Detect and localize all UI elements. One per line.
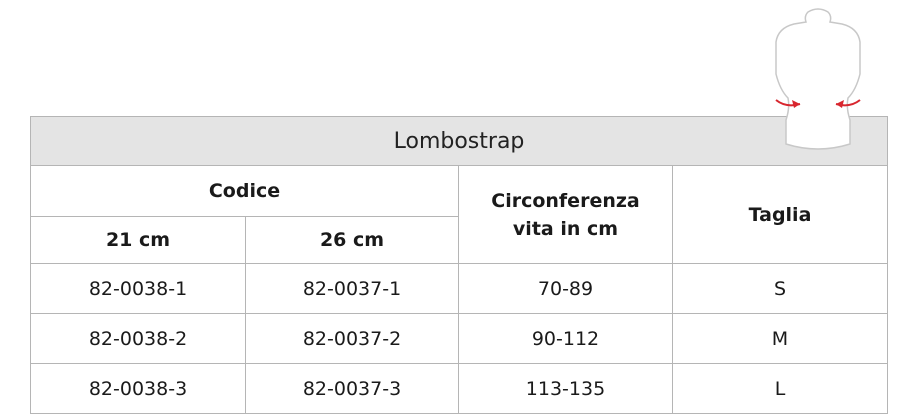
size-table: Lombostrap Codice Circonferenza vita in … (29, 116, 889, 414)
cell-circonferenza: 113-135 (458, 363, 673, 414)
cell-code-26: 82-0037-2 (245, 313, 459, 364)
cell-code-21: 82-0038-3 (30, 363, 246, 414)
cell-code-26: 82-0037-3 (245, 363, 459, 414)
header-code-26: 26 cm (245, 216, 459, 264)
table-row: 82-0038-2 82-0037-2 90-112 M (30, 313, 889, 364)
cell-circonferenza: 90-112 (458, 313, 673, 364)
waist-arrow-right-head (836, 100, 844, 108)
table-row: 82-0038-1 82-0037-1 70-89 S (30, 263, 889, 314)
table-title-row: Lombostrap (29, 116, 889, 166)
cell-taglia: L (671, 363, 889, 414)
header-codice: Codice (30, 165, 459, 217)
header-taglia: Taglia (671, 165, 889, 264)
cell-taglia: M (671, 313, 889, 364)
cell-code-21: 82-0038-2 (30, 313, 246, 364)
torso-waist-measurement-icon (775, 8, 861, 150)
cell-code-26: 82-0037-1 (245, 263, 459, 314)
header-code-21: 21 cm (30, 216, 246, 264)
cell-code-21: 82-0038-1 (30, 263, 246, 314)
subheader-row: 21 cm 26 cm (30, 216, 888, 264)
cell-taglia: S (671, 263, 889, 314)
torso-outline (775, 8, 861, 150)
table-title: Lombostrap (29, 116, 889, 166)
header-circonferenza-line1: Circonferenza (491, 189, 640, 212)
header-row: Codice Circonferenza vita in cm Taglia (30, 165, 889, 264)
header-circonferenza-line2: vita in cm (512, 217, 619, 240)
header-circonferenza: Circonferenza vita in cm (458, 165, 673, 264)
waist-arrow-left-head (792, 100, 800, 108)
cell-circonferenza: 70-89 (458, 263, 673, 314)
table-row: 82-0038-3 82-0037-3 113-135 L (30, 363, 889, 414)
